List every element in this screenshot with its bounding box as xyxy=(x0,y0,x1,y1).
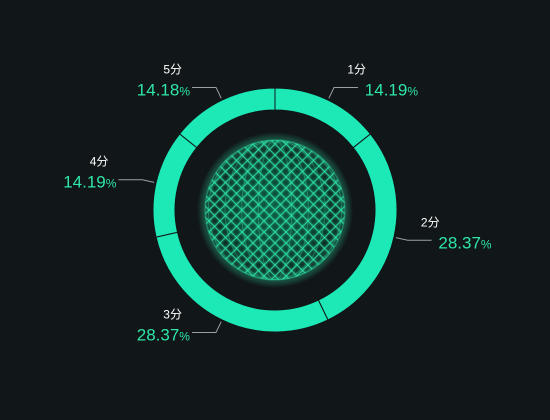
leader-line-2 xyxy=(395,237,432,241)
slice-name-label: 1分 xyxy=(347,62,366,76)
leader-line-5 xyxy=(192,86,222,99)
slice-name-label: 2分 xyxy=(421,215,440,229)
slice-labels: 1分 14.19% 2分 28.37% 3分 28.37% 4分 14.19% 5分 14.18% xyxy=(63,62,492,344)
slice-value-label: 14.18% xyxy=(137,80,191,99)
donut-ring xyxy=(152,87,398,333)
slice-name-label: 3分 xyxy=(163,308,182,322)
donut-slice-4 xyxy=(152,133,198,238)
donut-slice-5 xyxy=(178,87,276,149)
slice-value-label: 14.19% xyxy=(365,80,419,99)
leader-line-1 xyxy=(328,86,359,99)
slice-value-label: 14.19% xyxy=(63,173,117,192)
leader-line-3 xyxy=(191,321,222,334)
leader-line-4 xyxy=(118,179,155,183)
slice-name-label: 5分 xyxy=(163,62,182,76)
slice-value-label: 28.37% xyxy=(137,326,191,345)
glowing-wireframe-sphere-icon xyxy=(197,132,353,288)
slice-value-label: 28.37% xyxy=(438,233,492,252)
slice-name-label: 4分 xyxy=(90,155,109,169)
